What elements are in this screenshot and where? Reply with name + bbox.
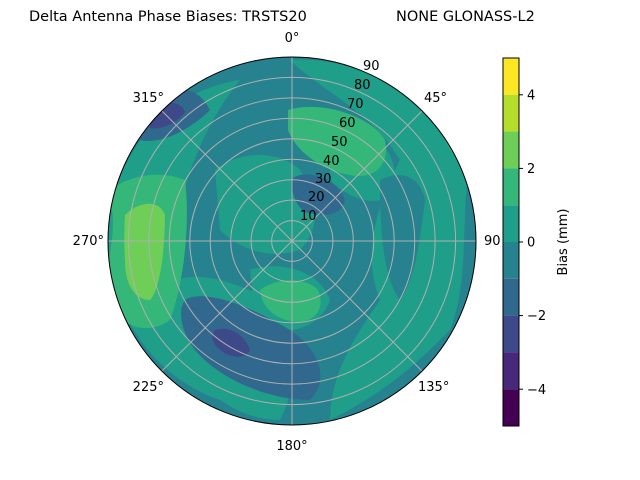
theta-tick-180: 180° [276, 439, 307, 454]
colorbar-tick-4: 4 [527, 89, 535, 104]
chart-title: Delta Antenna Phase Biases: TRSTS20 [29, 9, 307, 25]
colorbar-tick-2: 2 [527, 162, 535, 177]
r-tick-40: 40 [323, 154, 340, 169]
r-tick-80: 80 [354, 78, 371, 93]
colorbar-tick-neg2: −2 [527, 309, 546, 324]
theta-tick-90: 90 [484, 234, 501, 249]
r-tick-70: 70 [347, 97, 364, 112]
theta-tick-45: 45° [424, 91, 447, 106]
r-tick-60: 60 [339, 116, 356, 131]
r-tick-50: 50 [331, 135, 348, 150]
theta-tick-225: 225° [133, 380, 164, 395]
theta-tick-135: 135° [418, 380, 449, 395]
theta-tick-270: 270° [73, 234, 104, 249]
colorbar-tick-0: 0 [527, 236, 535, 251]
r-tick-10: 10 [300, 209, 317, 224]
colorbar: 4 2 0 −2 −4 Bias (mm) [502, 57, 571, 427]
colorbar-tick-neg4: −4 [527, 383, 546, 398]
colorbar-label: Bias (mm) [556, 209, 571, 276]
r-tick-90: 90 [363, 59, 380, 74]
r-tick-labels: 10 20 30 40 50 60 70 80 90 [300, 59, 380, 224]
r-tick-30: 30 [315, 172, 332, 187]
r-tick-20: 20 [308, 190, 325, 205]
chart-subtitle: NONE GLONASS-L2 [396, 9, 535, 25]
polar-heatmap [108, 57, 476, 425]
theta-tick-0: 0° [285, 31, 300, 46]
polar-frame [107, 56, 477, 426]
theta-tick-315: 315° [133, 91, 164, 106]
theta-tick-labels: 0° 45° 90 135° 180° 225° 270° 315° [73, 31, 501, 454]
angular-grid [108, 57, 476, 425]
